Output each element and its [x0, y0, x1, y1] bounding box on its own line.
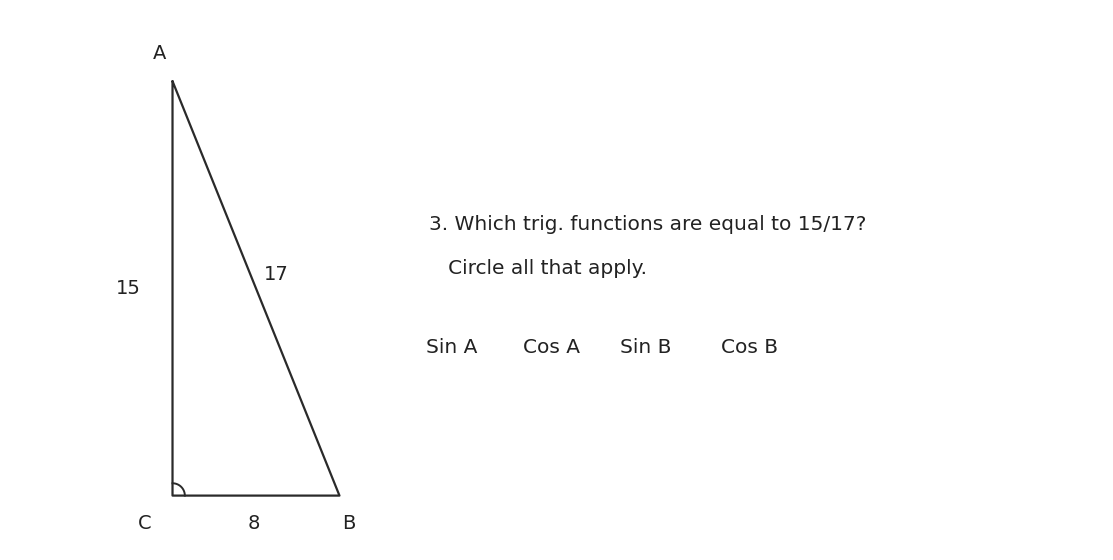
- Text: Sin B: Sin B: [620, 338, 671, 357]
- Text: Circle all that apply.: Circle all that apply.: [429, 259, 647, 278]
- Text: Cos A: Cos A: [523, 338, 580, 357]
- Text: 15: 15: [116, 279, 140, 298]
- Text: 17: 17: [264, 265, 288, 284]
- Text: 3. Which trig. functions are equal to 15/17?: 3. Which trig. functions are equal to 15…: [429, 214, 866, 234]
- Text: Sin A: Sin A: [426, 338, 477, 357]
- Text: B: B: [342, 514, 355, 533]
- Text: Cos B: Cos B: [721, 338, 778, 357]
- Text: A: A: [152, 44, 166, 63]
- Text: 8: 8: [247, 514, 260, 533]
- Text: C: C: [138, 514, 151, 533]
